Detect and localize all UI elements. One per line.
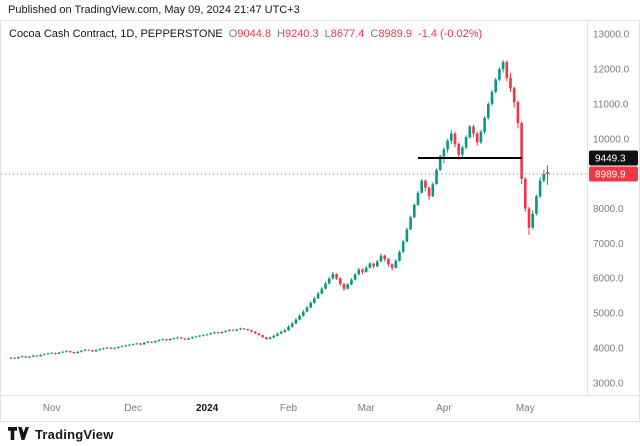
svg-text:12000.0: 12000.0 <box>593 65 630 76</box>
svg-text:May: May <box>516 403 535 414</box>
svg-text:3000.0: 3000.0 <box>593 378 624 389</box>
svg-text:6000.0: 6000.0 <box>593 274 624 285</box>
ohlc-high-label: H <box>277 28 285 40</box>
svg-text:7000.0: 7000.0 <box>593 239 624 250</box>
ohlc-close-value: 8989.9 <box>378 28 412 40</box>
svg-text:Nov: Nov <box>43 403 61 414</box>
candles <box>9 60 549 360</box>
svg-text:Mar: Mar <box>358 403 376 414</box>
svg-text:8989.9: 8989.9 <box>595 170 626 181</box>
ohlc-close-label: C <box>370 28 379 40</box>
ohlc-low-label: L <box>324 28 331 40</box>
ohlc-close: C8989.9 <box>370 28 412 40</box>
line-price-label: 9449.3 <box>589 150 638 166</box>
svg-text:5000.0: 5000.0 <box>593 309 624 320</box>
chart-legend: Cocoa Cash Contract, 1D, PEPPERSTONE O90… <box>9 28 482 40</box>
symbol-title[interactable]: Cocoa Cash Contract, 1D, PEPPERSTONE <box>9 28 223 40</box>
ohlc-open-value: 9044.8 <box>237 28 271 40</box>
svg-text:11000.0: 11000.0 <box>593 100 629 111</box>
price-scale: 13000.012000.011000.010000.09000.08000.0… <box>593 30 630 390</box>
svg-text:Feb: Feb <box>280 403 298 414</box>
change-value: -1.4 (-0.02%) <box>418 28 483 40</box>
svg-text:8000.0: 8000.0 <box>593 204 624 215</box>
price-chart-svg: 13000.012000.011000.010000.09000.08000.0… <box>1 21 639 414</box>
ohlc-low: L8677.4 <box>325 28 365 40</box>
svg-text:13000.0: 13000.0 <box>593 30 630 41</box>
ohlc-high: H9240.3 <box>277 28 319 40</box>
svg-text:Apr: Apr <box>436 403 452 414</box>
svg-text:9449.3: 9449.3 <box>595 154 626 165</box>
ohlc-open-label: O <box>228 28 238 40</box>
footer: TradingView <box>0 422 640 446</box>
ohlc-high-value: 9240.3 <box>284 28 319 40</box>
tradingview-wordmark[interactable]: TradingView <box>35 426 114 442</box>
svg-text:10000.0: 10000.0 <box>593 134 630 145</box>
svg-text:4000.0: 4000.0 <box>593 343 624 354</box>
ohlc-low-value: 8677.4 <box>330 28 365 40</box>
svg-text:2024: 2024 <box>196 403 219 414</box>
time-scale: Nov Dec 2024 Feb Mar Apr May <box>43 403 535 414</box>
svg-text:Dec: Dec <box>124 403 142 414</box>
tradingview-logo-icon[interactable] <box>8 427 29 441</box>
last-price-label: 8989.9 <box>589 166 638 182</box>
published-bar: Published on TradingView.com, May 09, 20… <box>0 0 640 20</box>
chart-frame: 13000.012000.011000.010000.09000.08000.0… <box>0 20 640 422</box>
published-text: Published on TradingView.com, May 09, 20… <box>8 4 300 16</box>
ohlc-open: O9044.8 <box>229 28 271 40</box>
